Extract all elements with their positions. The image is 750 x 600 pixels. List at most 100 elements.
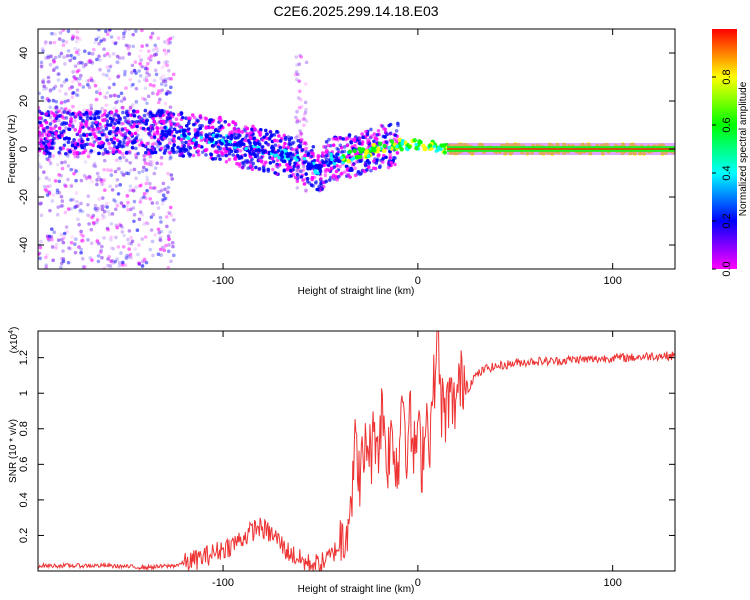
- spectrogram-point: [149, 36, 153, 41]
- spectrogram-point: [119, 91, 124, 96]
- spectrogram-point: [364, 149, 369, 154]
- spectrogram-point: [207, 120, 212, 125]
- spectrogram-point: [97, 54, 101, 59]
- spectrogram-point: [68, 246, 73, 251]
- spectrogram-point: [148, 162, 153, 167]
- spectrogram-point: [122, 155, 126, 160]
- spectrogram-point: [95, 178, 99, 182]
- spectrogram-point: [140, 196, 144, 200]
- spectrogram-point: [223, 119, 228, 124]
- spectrogram-point: [353, 166, 357, 171]
- spectrogram-point: [305, 176, 310, 181]
- spectrogram-point: [48, 208, 52, 213]
- spectrogram-point: [146, 126, 151, 131]
- spectrogram-point: [67, 246, 71, 250]
- spectrogram-point: [224, 153, 228, 158]
- spectrogram-point: [166, 185, 171, 190]
- spectrogram-point: [157, 137, 161, 142]
- spectrogram-point: [159, 82, 164, 86]
- spectrogram-point: [414, 142, 419, 147]
- spectrogram-point: [136, 252, 140, 257]
- spectrogram-point: [389, 160, 394, 165]
- spectrogram-point: [141, 153, 146, 158]
- spectrogram-point: [116, 192, 121, 196]
- spectrogram-point: [147, 73, 152, 77]
- spectrogram-point: [305, 180, 310, 184]
- spectrogram-point: [373, 136, 378, 140]
- spectrogram-point: [38, 153, 41, 157]
- spectrogram-point: [161, 245, 165, 250]
- spectrogram-point: [170, 241, 175, 245]
- spectrogram-point: [122, 140, 126, 145]
- spectrogram-point: [122, 31, 126, 36]
- spectrogram-point: [120, 225, 125, 230]
- spectrogram-point: [87, 222, 91, 226]
- spectrogram-point: [126, 46, 131, 51]
- spectrogram-point: [66, 260, 71, 265]
- spectrogram-point: [77, 222, 81, 227]
- spectrogram-point: [73, 46, 77, 51]
- spectrogram-point: [75, 150, 80, 155]
- spectrogram-point: [135, 109, 140, 114]
- spectrogram-point: [137, 243, 141, 247]
- spectrogram-point: [134, 146, 138, 151]
- spectrogram-point: [175, 130, 179, 134]
- spectrogram-point: [388, 131, 393, 136]
- spectrogram-point: [291, 172, 296, 177]
- spectrogram-point: [359, 147, 365, 152]
- spectrogram-point: [53, 55, 58, 60]
- colorbar-tick-label-2: 0.4: [721, 165, 733, 180]
- spectrogram-point: [163, 148, 168, 153]
- spectrogram-point: [92, 116, 97, 121]
- spectrogram-point: [400, 139, 405, 143]
- spectrogram-point: [335, 177, 339, 182]
- spectrogram-point: [372, 159, 376, 163]
- spectrogram-point: [306, 152, 311, 156]
- spectrogram-point: [257, 130, 262, 135]
- spectrogram-point: [222, 147, 227, 151]
- spectrogram-point: [157, 230, 162, 235]
- spectrogram-point: [40, 95, 45, 100]
- spectrogram-point: [196, 152, 201, 157]
- spectrogram-point: [73, 242, 77, 246]
- snr-ylabel: SNR (10 * v/v): [8, 419, 19, 483]
- spectrogram-point: [330, 157, 334, 162]
- spectrogram-point: [172, 253, 176, 258]
- spectrogram-point: [70, 79, 75, 84]
- spectrogram-point: [115, 128, 119, 132]
- spectrogram-point: [229, 149, 234, 153]
- spectrogram-point: [137, 261, 142, 266]
- spectrogram-point: [122, 34, 126, 39]
- spectrogram-point: [77, 138, 82, 143]
- spectrogram-point: [124, 43, 129, 48]
- spectrogram-point: [66, 29, 71, 33]
- spectrogram-point: [126, 113, 130, 118]
- spectrogram-point: [50, 238, 54, 242]
- spectrogram-point: [59, 265, 63, 269]
- spectrogram-point: [127, 52, 132, 56]
- spectrogram-point: [150, 150, 155, 155]
- spectrogram-point: [44, 176, 49, 180]
- spectrogram-point: [122, 72, 127, 77]
- spectrogram-point: [384, 155, 388, 160]
- spectrogram-point: [86, 154, 91, 159]
- spectrogram-point: [182, 143, 186, 148]
- spectrogram-point: [74, 39, 79, 44]
- spectrogram-point: [57, 150, 61, 155]
- spectrogram-point: [165, 110, 170, 114]
- spectrogram-point: [106, 257, 110, 261]
- spectrogram-point: [65, 110, 70, 115]
- spectrogram-point: [166, 144, 170, 149]
- spectrogram-point: [156, 100, 161, 105]
- spectrogram-point: [51, 98, 56, 103]
- spectrogram-point: [86, 202, 90, 207]
- spectrogram-point: [166, 210, 171, 214]
- spectrogram-point: [158, 247, 163, 252]
- spectrogram-point: [93, 40, 97, 45]
- spectrogram-point: [336, 147, 341, 152]
- spectrogram-point: [108, 116, 113, 121]
- spectrogram-point: [257, 167, 262, 171]
- spectrogram-point: [145, 71, 149, 75]
- spectrogram-point: [102, 38, 107, 42]
- snr-xtick-label-2: 100: [603, 577, 621, 589]
